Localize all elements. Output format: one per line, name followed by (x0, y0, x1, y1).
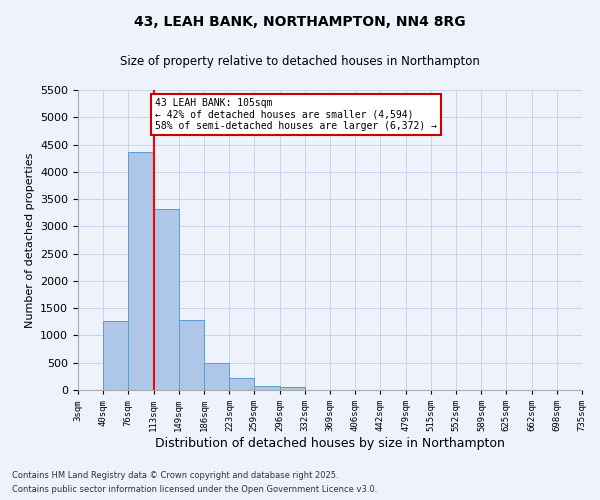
Bar (154, 210, 179, 390)
Bar (103, 321, 128, 390)
Bar (128, 152, 154, 390)
Text: 43 LEAH BANK: 105sqm
← 42% of detached houses are smaller (4,594)
58% of semi-de: 43 LEAH BANK: 105sqm ← 42% of detached h… (155, 98, 437, 132)
Bar (179, 320, 204, 390)
Text: Contains HM Land Registry data © Crown copyright and database right 2025.: Contains HM Land Registry data © Crown c… (12, 470, 338, 480)
X-axis label: Distribution of detached houses by size in Northampton: Distribution of detached houses by size … (155, 437, 505, 450)
Bar (204, 362, 229, 390)
Text: Contains public sector information licensed under the Open Government Licence v3: Contains public sector information licen… (12, 486, 377, 494)
Bar (229, 378, 254, 390)
Y-axis label: Number of detached properties: Number of detached properties (25, 152, 35, 328)
Bar (280, 388, 305, 390)
Bar (254, 386, 280, 390)
Text: 43, LEAH BANK, NORTHAMPTON, NN4 8RG: 43, LEAH BANK, NORTHAMPTON, NN4 8RG (134, 15, 466, 29)
Text: Size of property relative to detached houses in Northampton: Size of property relative to detached ho… (120, 55, 480, 68)
